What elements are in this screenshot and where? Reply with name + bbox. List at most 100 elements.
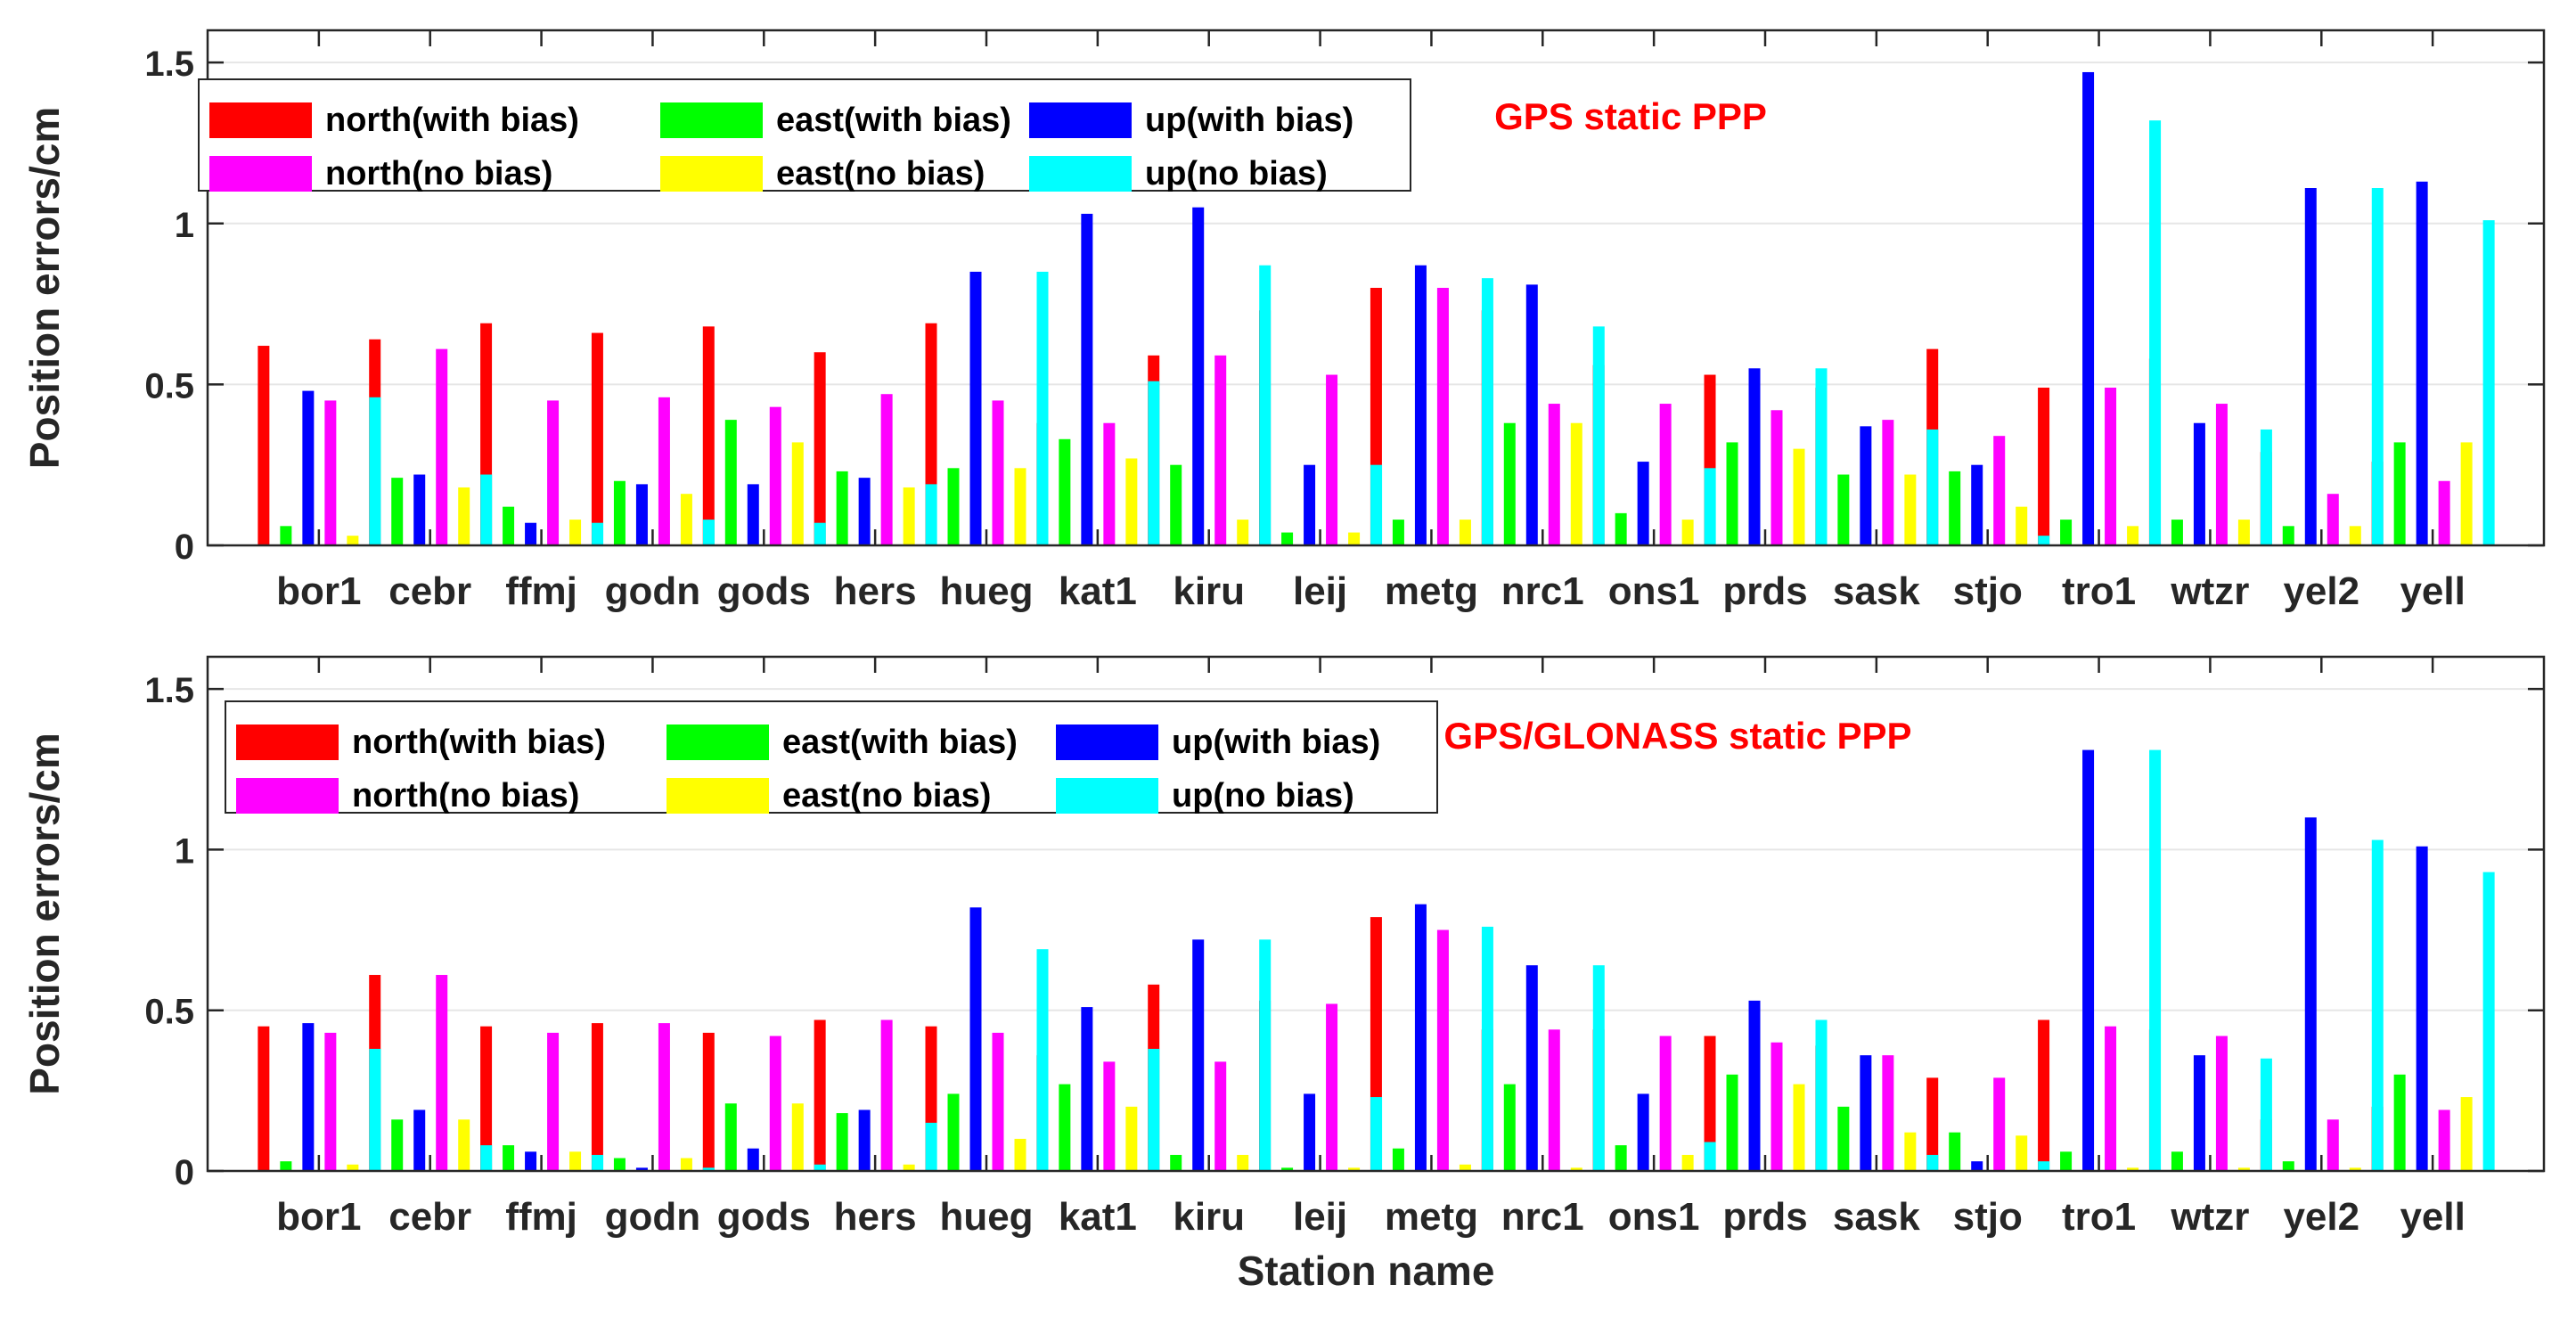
bar-north-no-bias--cebr[interactable] xyxy=(436,975,448,1171)
bar-up-with-bias--prds[interactable] xyxy=(1748,368,1761,545)
bar-up-no-bias--cebr[interactable] xyxy=(480,474,493,545)
bar-east-with-bias--godn[interactable] xyxy=(613,480,626,545)
bar-north-no-bias--tro1[interactable] xyxy=(2105,387,2117,545)
bar-east-with-bias--kat1[interactable] xyxy=(1059,1084,1071,1171)
bar-up-with-bias--yel2[interactable] xyxy=(2304,188,2317,545)
bar-north-no-bias--nrc1[interactable] xyxy=(1548,1029,1560,1171)
bar-up-no-bias--yell[interactable] xyxy=(2482,220,2495,545)
bar-east-no-bias--leij[interactable] xyxy=(1348,532,1361,545)
bar-up-no-bias--kat1[interactable] xyxy=(1148,381,1160,545)
bar-east-with-bias--kat1[interactable] xyxy=(1059,438,1071,545)
bar-up-no-bias--ffmj[interactable] xyxy=(592,522,604,545)
bar-north-no-bias--yell[interactable] xyxy=(2438,1109,2450,1171)
bar-up-no-bias--yel2[interactable] xyxy=(2371,839,2384,1171)
bar-up-with-bias--sask[interactable] xyxy=(1860,426,1872,545)
bar-east-with-bias--yel2[interactable] xyxy=(2282,1161,2294,1171)
bar-east-with-bias--cebr[interactable] xyxy=(391,1119,404,1171)
bar-up-with-bias--metg[interactable] xyxy=(1414,265,1427,545)
bar-north-no-bias--hers[interactable] xyxy=(880,394,893,545)
bar-up-no-bias--ons1[interactable] xyxy=(1704,1142,1716,1171)
bar-north-with-bias--gods[interactable] xyxy=(702,326,715,545)
bar-north-no-bias--bor1[interactable] xyxy=(324,1032,337,1171)
bar-east-with-bias--hueg[interactable] xyxy=(947,1093,960,1171)
bar-east-no-bias--cebr[interactable] xyxy=(458,1119,470,1171)
bar-east-no-bias--kat1[interactable] xyxy=(1125,458,1138,545)
bar-north-no-bias--bor1[interactable] xyxy=(324,400,337,545)
bar-east-with-bias--gods[interactable] xyxy=(724,1103,737,1171)
bar-up-with-bias--sask[interactable] xyxy=(1860,1055,1872,1171)
bar-east-with-bias--stjo[interactable] xyxy=(1949,471,1961,545)
bar-up-with-bias--cebr[interactable] xyxy=(413,1109,426,1171)
bar-east-with-bias--gods[interactable] xyxy=(724,420,737,545)
bar-east-with-bias--leij[interactable] xyxy=(1281,532,1294,545)
bar-east-no-bias--nrc1[interactable] xyxy=(1570,422,1582,545)
bar-east-no-bias--kiru[interactable] xyxy=(1237,520,1249,545)
bar-east-with-bias--sask[interactable] xyxy=(1837,474,1850,545)
bar-up-no-bias--leij[interactable] xyxy=(1370,464,1383,545)
bar-up-with-bias--yell[interactable] xyxy=(2416,846,2428,1171)
bar-up-with-bias--ons1[interactable] xyxy=(1637,462,1649,545)
bar-north-no-bias--hers[interactable] xyxy=(880,1019,893,1171)
bar-east-with-bias--tro1[interactable] xyxy=(2060,1151,2073,1171)
bar-east-with-bias--nrc1[interactable] xyxy=(1503,422,1516,545)
bar-up-with-bias--kat1[interactable] xyxy=(1081,1007,1093,1171)
bar-up-with-bias--nrc1[interactable] xyxy=(1525,965,1538,1171)
bar-up-no-bias--ffmj[interactable] xyxy=(592,1154,604,1171)
bar-east-no-bias--nrc1[interactable] xyxy=(1570,1167,1582,1171)
bar-up-no-bias--godn[interactable] xyxy=(702,1167,715,1171)
bar-east-with-bias--yel2[interactable] xyxy=(2282,526,2294,545)
bar-up-no-bias--sask[interactable] xyxy=(1926,1154,1939,1171)
bar-up-with-bias--hers[interactable] xyxy=(858,478,871,545)
bar-up-with-bias--ffmj[interactable] xyxy=(525,522,537,545)
bar-north-no-bias--ons1[interactable] xyxy=(1659,404,1672,545)
bar-east-with-bias--yell[interactable] xyxy=(2393,442,2406,545)
bar-north-with-bias--tro1[interactable] xyxy=(2038,1019,2050,1171)
bar-east-with-bias--wtzr[interactable] xyxy=(2171,520,2183,545)
bar-north-with-bias--bor1[interactable] xyxy=(258,346,270,545)
bar-east-no-bias--godn[interactable] xyxy=(680,494,692,545)
bar-east-no-bias--metg[interactable] xyxy=(1459,1164,1471,1171)
bar-up-with-bias--yell[interactable] xyxy=(2416,181,2428,545)
bar-east-no-bias--godn[interactable] xyxy=(680,1158,692,1171)
bar-north-with-bias--bor1[interactable] xyxy=(258,1026,270,1171)
bar-east-no-bias--gods[interactable] xyxy=(791,1103,804,1171)
bar-up-no-bias--godn[interactable] xyxy=(702,520,715,545)
bar-east-with-bias--hers[interactable] xyxy=(836,471,848,545)
bar-up-no-bias--ons1[interactable] xyxy=(1704,468,1716,545)
bar-up-with-bias--hueg[interactable] xyxy=(969,271,982,545)
bar-up-with-bias--tro1[interactable] xyxy=(2082,71,2095,545)
bar-east-no-bias--ffmj[interactable] xyxy=(569,1151,582,1171)
bar-east-with-bias--metg[interactable] xyxy=(1392,520,1404,545)
bar-east-with-bias--sask[interactable] xyxy=(1837,1106,1850,1171)
bar-east-no-bias--ons1[interactable] xyxy=(1681,1154,1694,1171)
bar-up-no-bias--leij[interactable] xyxy=(1370,1097,1383,1171)
bar-east-no-bias--wtzr[interactable] xyxy=(2237,1167,2250,1171)
bar-east-no-bias--stjo[interactable] xyxy=(2016,1135,2028,1171)
bar-north-no-bias--godn[interactable] xyxy=(658,1023,670,1171)
bar-north-no-bias--yell[interactable] xyxy=(2438,480,2450,545)
bar-north-no-bias--ffmj[interactable] xyxy=(547,400,560,545)
bar-north-no-bias--gods[interactable] xyxy=(769,1036,781,1171)
bar-north-no-bias--metg[interactable] xyxy=(1436,929,1449,1171)
bar-north-with-bias--gods[interactable] xyxy=(702,1032,715,1171)
bar-up-no-bias--wtzr[interactable] xyxy=(2260,429,2272,545)
bar-north-no-bias--kiru[interactable] xyxy=(1214,355,1227,545)
bar-east-no-bias--yel2[interactable] xyxy=(2349,526,2361,545)
bar-east-no-bias--yell[interactable] xyxy=(2460,442,2473,545)
bar-up-with-bias--tro1[interactable] xyxy=(2082,749,2095,1171)
bar-east-no-bias--hers[interactable] xyxy=(903,487,915,545)
bar-up-no-bias--hers[interactable] xyxy=(925,484,937,545)
bar-north-no-bias--gods[interactable] xyxy=(769,406,781,545)
bar-east-with-bias--tro1[interactable] xyxy=(2060,520,2073,545)
bar-north-with-bias--ffmj[interactable] xyxy=(480,1026,493,1171)
bar-north-no-bias--prds[interactable] xyxy=(1770,410,1783,545)
bar-up-with-bias--leij[interactable] xyxy=(1304,1093,1316,1171)
bar-east-no-bias--bor1[interactable] xyxy=(347,1164,359,1171)
bar-east-no-bias--ons1[interactable] xyxy=(1681,520,1694,545)
bar-east-no-bias--gods[interactable] xyxy=(791,442,804,545)
bar-north-no-bias--yel2[interactable] xyxy=(2327,1119,2339,1171)
bar-north-with-bias--godn[interactable] xyxy=(591,332,603,545)
bar-up-with-bias--bor1[interactable] xyxy=(302,1023,315,1171)
bar-north-no-bias--kat1[interactable] xyxy=(1103,1061,1116,1171)
bar-north-no-bias--kiru[interactable] xyxy=(1214,1061,1227,1171)
